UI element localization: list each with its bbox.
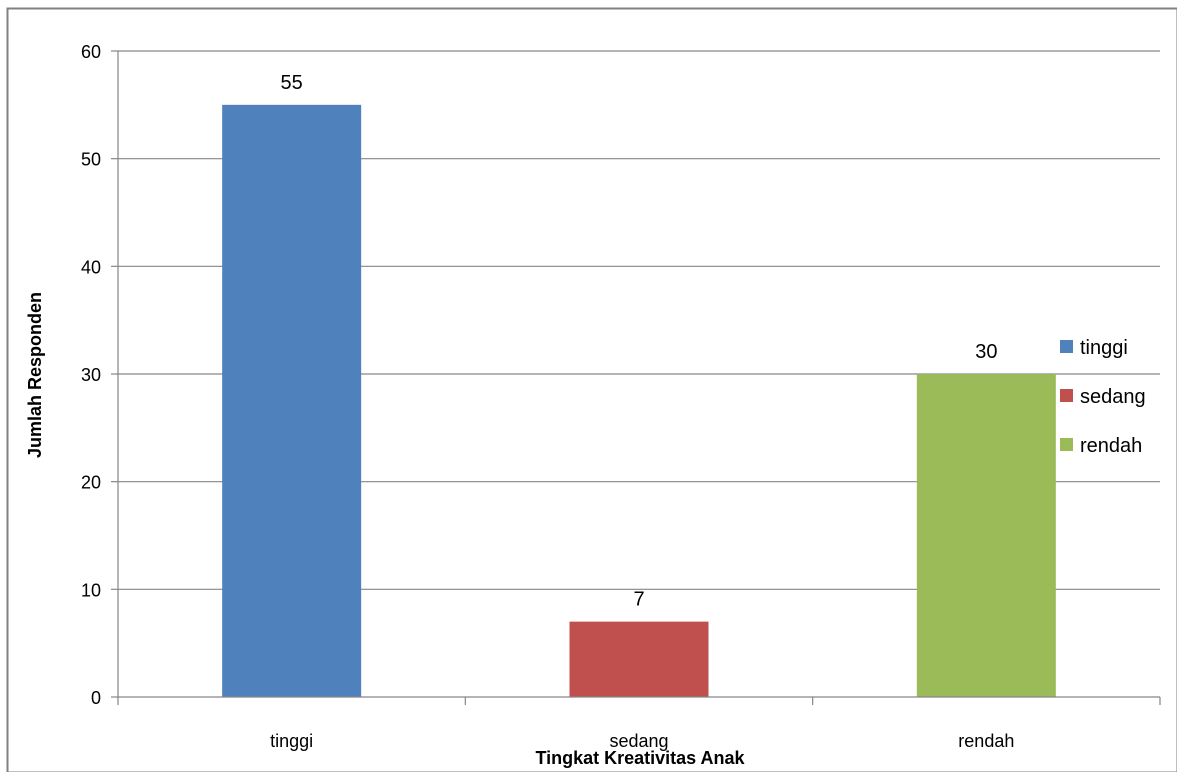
legend-swatch-rendah [1060, 438, 1073, 451]
y-tick-label: 60 [81, 42, 101, 62]
data-label-rendah: 30 [975, 341, 997, 363]
legend-label-sedang: sedang [1080, 386, 1146, 408]
legend-swatch-tinggi [1060, 340, 1073, 353]
bar-sedang [570, 622, 709, 697]
x-tick-label-tinggi: tinggi [270, 731, 313, 751]
y-tick-label: 50 [81, 150, 101, 170]
bar-rendah [917, 374, 1056, 697]
y-tick-label: 10 [81, 580, 101, 600]
y-tick-label: 0 [91, 688, 101, 708]
y-axis-title: Jumlah Responden [25, 292, 45, 458]
y-tick-label: 20 [81, 473, 101, 493]
x-axis-title: Tingkat Kreativitas Anak [535, 748, 745, 768]
data-label-sedang: 7 [633, 589, 644, 611]
bar-tinggi [222, 105, 361, 697]
x-tick-label-rendah: rendah [958, 731, 1014, 751]
y-tick-label: 30 [81, 365, 101, 385]
legend-label-tinggi: tinggi [1080, 337, 1128, 359]
legend-swatch-sedang [1060, 389, 1073, 402]
legend-label-rendah: rendah [1080, 435, 1142, 457]
data-label-tinggi: 55 [281, 72, 303, 94]
y-tick-label: 40 [81, 257, 101, 277]
